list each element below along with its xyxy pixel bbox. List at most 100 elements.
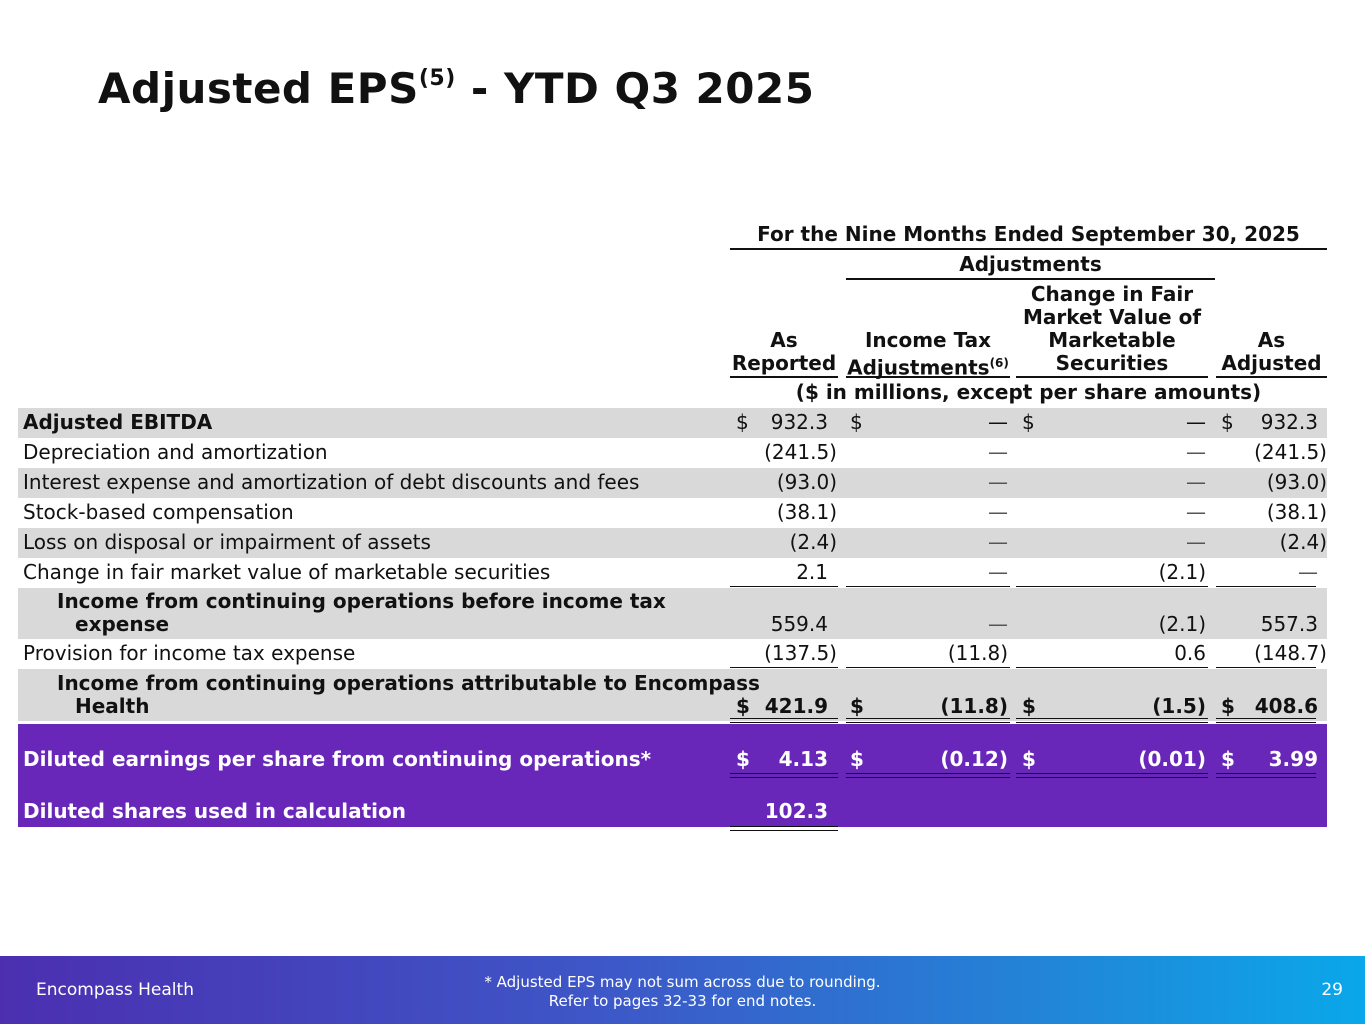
row-label-eps: Diluted earnings per share from continui… xyxy=(23,747,652,771)
subtotal-rule xyxy=(1016,586,1208,587)
cell-as-reported: 421.9 xyxy=(764,694,828,718)
cell-income-tax: — xyxy=(988,440,1008,464)
cell-eps-income-tax: (0.12) xyxy=(940,747,1008,771)
col-header-income-tax: Income Tax Adjustments(6) xyxy=(847,328,1009,380)
cell-income-tax: — xyxy=(988,500,1008,524)
row-label: Depreciation and amortization xyxy=(23,440,328,464)
col-header-rule-2 xyxy=(846,376,1010,378)
currency-symbol: $ xyxy=(1221,747,1235,771)
cell-eps-as-adjusted: 3.99 xyxy=(1268,747,1318,771)
cell-fair-value: — xyxy=(1186,530,1206,554)
currency-symbol: $ xyxy=(736,694,750,718)
table-row: Adjusted EBITDA $ 932.3 $ — $ — $ 932.3 xyxy=(18,408,1327,438)
total-double-rule xyxy=(1016,773,1208,778)
total-double-rule xyxy=(1016,718,1208,723)
eps-highlight-block: Diluted earnings per share from continui… xyxy=(18,724,1327,827)
col-header-as-adjusted: As Adjusted xyxy=(1221,328,1322,375)
title-footnote-ref: (5) xyxy=(418,66,456,91)
col-header-fair-value: Change in Fair Market Value of Marketabl… xyxy=(1022,282,1202,375)
cell-income-tax: — xyxy=(988,410,1008,434)
cell-income-tax: (11.8) xyxy=(947,641,1008,665)
col-header-rule-1 xyxy=(730,376,838,378)
table-row: Stock-based compensation (38.1) — — (38.… xyxy=(18,498,1327,528)
row-label: Loss on disposal or impairment of assets xyxy=(23,530,431,554)
row-label: Income from continuing operations before… xyxy=(57,589,666,636)
total-double-rule xyxy=(846,773,1010,778)
cell-eps-as-reported: 4.13 xyxy=(778,747,828,771)
col-header-rule-3 xyxy=(1016,376,1208,378)
col-header-rule-4 xyxy=(1216,376,1327,378)
subtotal-rule xyxy=(730,586,838,587)
cell-fair-value: — xyxy=(1186,470,1206,494)
total-double-rule xyxy=(1216,773,1316,778)
total-double-rule xyxy=(730,773,838,778)
total-double-rule xyxy=(1216,718,1316,723)
cell-as-reported: 559.4 xyxy=(770,612,828,636)
row-label: Change in fair market value of marketabl… xyxy=(23,560,551,584)
currency-symbol: $ xyxy=(1022,694,1036,718)
cell-income-tax: — xyxy=(988,470,1008,494)
cell-as-adjusted: (93.0) xyxy=(1266,470,1327,494)
currency-symbol: $ xyxy=(1221,410,1234,434)
currency-symbol: $ xyxy=(1221,694,1235,718)
table-row: Loss on disposal or impairment of assets… xyxy=(18,528,1327,558)
currency-symbol: $ xyxy=(1022,747,1036,771)
footer-bar: Encompass Health * Adjusted EPS may not … xyxy=(0,956,1365,1024)
cell-as-adjusted: (38.1) xyxy=(1266,500,1327,524)
cell-as-adjusted: — xyxy=(1298,560,1318,584)
cell-as-adjusted: 932.3 xyxy=(1260,410,1318,434)
cell-income-tax: (11.8) xyxy=(940,694,1008,718)
adjustments-header: Adjustments xyxy=(959,252,1102,276)
cell-fair-value: — xyxy=(1186,500,1206,524)
table-row: Provision for income tax expense (137.5)… xyxy=(18,639,1327,669)
units-note: ($ in millions, except per share amounts… xyxy=(795,380,1262,404)
cell-as-adjusted: 557.3 xyxy=(1260,612,1318,636)
col-header-as-reported: As Reported xyxy=(731,328,837,375)
subtotal-rule xyxy=(1216,586,1316,587)
cell-fair-value: — xyxy=(1186,410,1206,434)
cell-as-adjusted: (2.4) xyxy=(1279,530,1327,554)
cell-as-adjusted: 408.6 xyxy=(1254,694,1318,718)
cell-fair-value: (2.1) xyxy=(1158,560,1206,584)
footer-note: * Adjusted EPS may not sum across due to… xyxy=(484,973,881,1010)
currency-symbol: $ xyxy=(736,410,749,434)
period-header: For the Nine Months Ended September 30, … xyxy=(757,222,1300,246)
row-label: Interest expense and amortization of deb… xyxy=(23,470,640,494)
cell-income-tax: — xyxy=(988,530,1008,554)
cell-as-reported: 2.1 xyxy=(796,560,828,584)
cell-as-reported: (137.5) xyxy=(764,641,837,665)
cell-as-reported: (2.4) xyxy=(789,530,837,554)
cell-income-tax: — xyxy=(988,612,1008,636)
cell-fair-value: 0.6 xyxy=(1174,641,1206,665)
total-double-rule xyxy=(730,718,838,723)
row-label: Stock-based compensation xyxy=(23,500,294,524)
cell-as-adjusted: (241.5) xyxy=(1254,440,1327,464)
row-label: Income from continuing operations attrib… xyxy=(57,671,760,718)
row-label: Provision for income tax expense xyxy=(23,641,356,665)
subtotal-rule xyxy=(846,586,1010,587)
table-row: Income from continuing operations before… xyxy=(18,588,1327,639)
footer-brand: Encompass Health xyxy=(36,980,194,1000)
cell-as-reported: (38.1) xyxy=(776,500,837,524)
total-double-rule xyxy=(730,826,838,831)
currency-symbol: $ xyxy=(850,694,864,718)
table-row: Change in fair market value of marketabl… xyxy=(18,558,1327,588)
subtotal-rule xyxy=(730,667,838,668)
subtotal-rule xyxy=(846,667,1010,668)
page-number: 29 xyxy=(1321,980,1343,1000)
period-header-rule xyxy=(730,248,1327,250)
table-row: Interest expense and amortization of deb… xyxy=(18,468,1327,498)
cell-income-tax: — xyxy=(988,560,1008,584)
row-label: Adjusted EBITDA xyxy=(23,410,213,434)
cell-fair-value: (2.1) xyxy=(1158,612,1206,636)
cell-fair-value: (1.5) xyxy=(1152,694,1206,718)
cell-as-reported: (93.0) xyxy=(776,470,837,494)
cell-eps-fair-value: (0.01) xyxy=(1138,747,1206,771)
currency-symbol: $ xyxy=(850,747,864,771)
currency-symbol: $ xyxy=(850,410,863,434)
page-title: Adjusted EPS(5) - YTD Q3 2025 xyxy=(98,64,815,113)
table-row: Income from continuing operations attrib… xyxy=(18,669,1327,723)
cell-as-adjusted: (148.7) xyxy=(1254,641,1327,665)
subtotal-rule xyxy=(1216,667,1316,668)
cell-fair-value: — xyxy=(1186,440,1206,464)
